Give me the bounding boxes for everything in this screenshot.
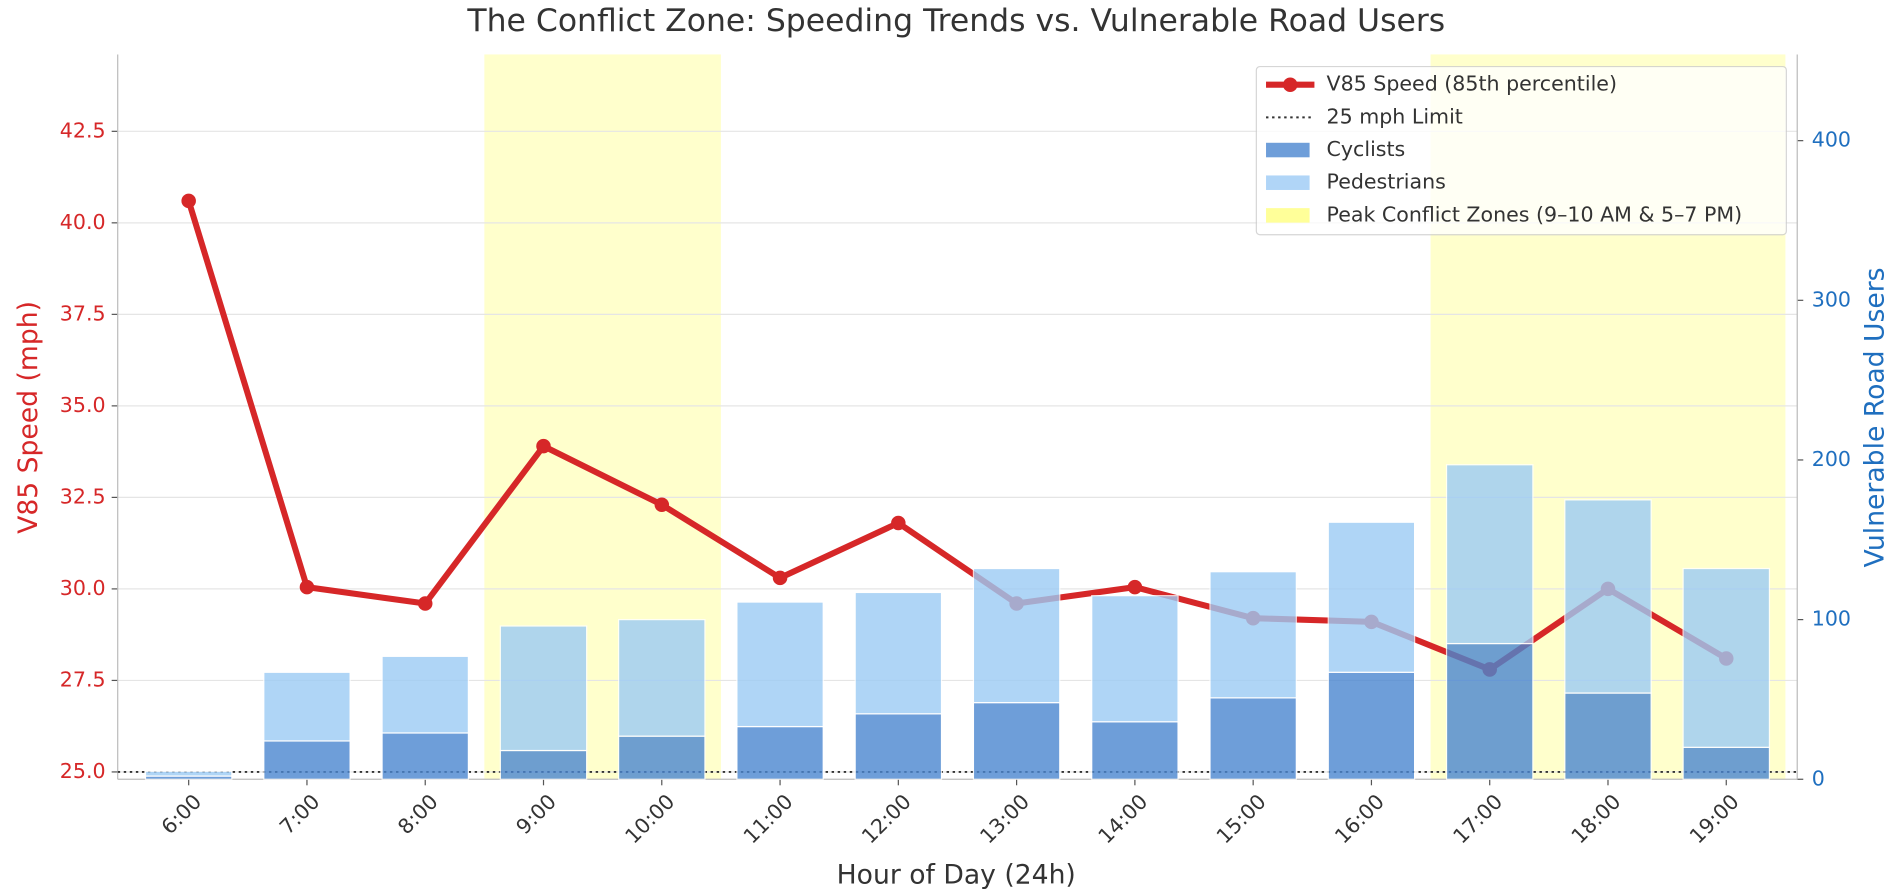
x-tick-label: 15:00 — [1212, 789, 1271, 848]
y-tick-label: 30.0 — [60, 576, 106, 600]
y-tick-label: 32.5 — [60, 484, 106, 508]
legend-swatch — [1266, 142, 1310, 158]
x-tick-label: 10:00 — [620, 789, 679, 848]
bar — [618, 735, 706, 780]
bar — [854, 713, 943, 780]
speed-point — [536, 438, 551, 454]
legend-label: Pedestrians — [1327, 170, 1446, 194]
speed-point — [181, 193, 196, 209]
x-tick-label: 8:00 — [393, 789, 443, 839]
speed-point — [1127, 579, 1143, 595]
bar — [1682, 567, 1771, 748]
bar — [1445, 464, 1534, 645]
speed-point — [299, 579, 315, 595]
y2-tick-label: 100 — [1812, 607, 1851, 631]
legend-label: Peak Conflict Zones (9–10 AM & 5–7 PM) — [1327, 202, 1743, 226]
bar — [1564, 499, 1652, 694]
bar — [263, 740, 351, 780]
bar — [381, 732, 470, 780]
bar — [144, 770, 233, 777]
y-tick-label: 25.0 — [60, 759, 106, 783]
bar — [1091, 721, 1179, 780]
bar — [499, 749, 588, 780]
y-tick-label: 37.5 — [60, 301, 106, 325]
bar — [1327, 521, 1416, 673]
x-tick-label: 9:00 — [511, 789, 561, 839]
legend-label: V85 Speed (85th percentile) — [1327, 72, 1617, 96]
bar — [1327, 671, 1416, 780]
x-tick-label: 18:00 — [1567, 789, 1626, 848]
bar — [381, 655, 470, 734]
y2-tick-label: 0 — [1812, 766, 1825, 790]
y2-tick-label: 300 — [1812, 287, 1851, 311]
bar — [1091, 595, 1179, 723]
y-tick-label: 27.5 — [60, 667, 106, 691]
speed-point — [417, 596, 433, 611]
bar — [854, 591, 943, 715]
x-tick-label: 14:00 — [1093, 789, 1152, 848]
y2-axis-label: Vulnerable Road Users — [1859, 267, 1890, 567]
bar — [499, 625, 588, 752]
bar — [972, 567, 1061, 704]
y-tick-label: 40.0 — [60, 210, 106, 234]
y-axis-label: V85 Speed (mph) — [13, 301, 44, 534]
bar — [1564, 692, 1652, 780]
legend-swatch — [1282, 77, 1298, 92]
chart-title: The Conflict Zone: Speeding Trends vs. V… — [466, 3, 1445, 39]
x-tick-label: 7:00 — [275, 789, 325, 839]
bar — [1445, 642, 1534, 780]
legend-swatch — [1266, 175, 1310, 190]
x-tick-label: 6:00 — [157, 789, 207, 839]
x-tick-label: 11:00 — [739, 789, 798, 848]
legend-label: Cyclists — [1327, 137, 1406, 161]
bar — [618, 619, 706, 737]
bar — [736, 601, 824, 728]
bar — [1209, 571, 1297, 699]
bar — [736, 725, 824, 780]
legend-swatch — [1266, 208, 1310, 223]
x-axis-label: Hour of Day (24h) — [837, 860, 1076, 891]
x-tick-label: 17:00 — [1448, 789, 1507, 848]
bar — [1682, 746, 1771, 780]
speed-point — [654, 497, 670, 512]
speed-point — [891, 515, 906, 531]
bar — [263, 671, 351, 742]
y2-tick-label: 200 — [1812, 447, 1851, 471]
speed-point — [772, 570, 788, 586]
x-tick-label: 13:00 — [975, 789, 1034, 848]
bar — [972, 702, 1061, 780]
y-tick-label: 35.0 — [60, 393, 106, 417]
legend-box — [1255, 65, 1787, 236]
bar — [1209, 697, 1297, 780]
y2-tick-label: 400 — [1812, 128, 1851, 152]
x-tick-label: 19:00 — [1685, 789, 1744, 848]
x-tick-label: 16:00 — [1330, 789, 1389, 848]
legend-label: 25 mph Limit — [1327, 104, 1463, 128]
y-tick-label: 42.5 — [60, 118, 106, 142]
x-tick-label: 12:00 — [857, 789, 916, 848]
